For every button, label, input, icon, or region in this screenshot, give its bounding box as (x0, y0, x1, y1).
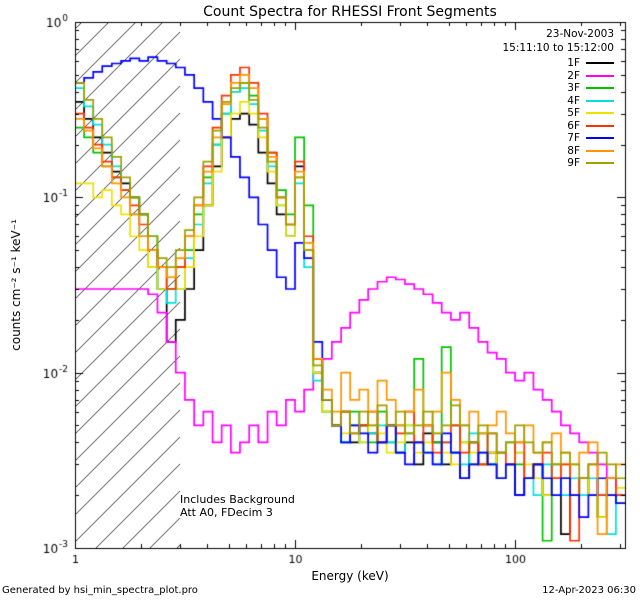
legend-item: 4F (567, 95, 614, 108)
x-axis-label: Energy (keV) (311, 569, 389, 583)
plot-title: Count Spectra for RHESSI Front Segments (203, 4, 497, 20)
plot-note: Includes Background Att A0, FDecim 3 (180, 493, 295, 519)
y-axis-label: counts cm⁻² s⁻¹ keV⁻¹ (9, 219, 23, 351)
observation-info: 23-Nov-2003 15:11:10 to 15:12:00 (502, 27, 614, 55)
legend-label: 9F (567, 157, 580, 170)
legend-item: 2F (567, 70, 614, 83)
legend-color-line (586, 137, 614, 140)
legend-color-line (586, 74, 614, 77)
legend-label: 3F (567, 82, 580, 95)
legend-item: 9F (567, 157, 614, 170)
generator-credit: Generated by hsi_min_spectra_plot.pro (2, 585, 198, 596)
note-background: Includes Background (180, 493, 295, 506)
legend-item: 6F (567, 120, 614, 133)
legend-color-line (586, 112, 614, 115)
legend-color-line (586, 99, 614, 102)
legend-label: 5F (567, 107, 580, 120)
obs-time-range: 15:11:10 to 15:12:00 (502, 42, 614, 54)
legend-item: 8F (567, 145, 614, 158)
legend-item: 7F (567, 132, 614, 145)
legend-label: 7F (567, 132, 580, 145)
legend-color-line (586, 62, 614, 65)
obs-date: 23-Nov-2003 (546, 28, 614, 40)
legend-item: 3F (567, 82, 614, 95)
legend-label: 8F (567, 144, 580, 157)
legend-item: 5F (567, 107, 614, 120)
legend-item: 1F (567, 57, 614, 70)
legend-color-line (586, 87, 614, 90)
legend-label: 1F (567, 57, 580, 70)
legend-color-line (586, 162, 614, 165)
generation-timestamp: 12-Apr-2023 06:30 (542, 585, 636, 596)
legend-label: 2F (567, 69, 580, 82)
note-attenuator: Att A0, FDecim 3 (180, 505, 273, 519)
legend: 1F 2F 3F 4F 5F 6F 7F 8F (567, 57, 614, 170)
legend-label: 6F (567, 119, 580, 132)
legend-color-line (586, 149, 614, 152)
legend-color-line (586, 124, 614, 127)
legend-label: 4F (567, 94, 580, 107)
